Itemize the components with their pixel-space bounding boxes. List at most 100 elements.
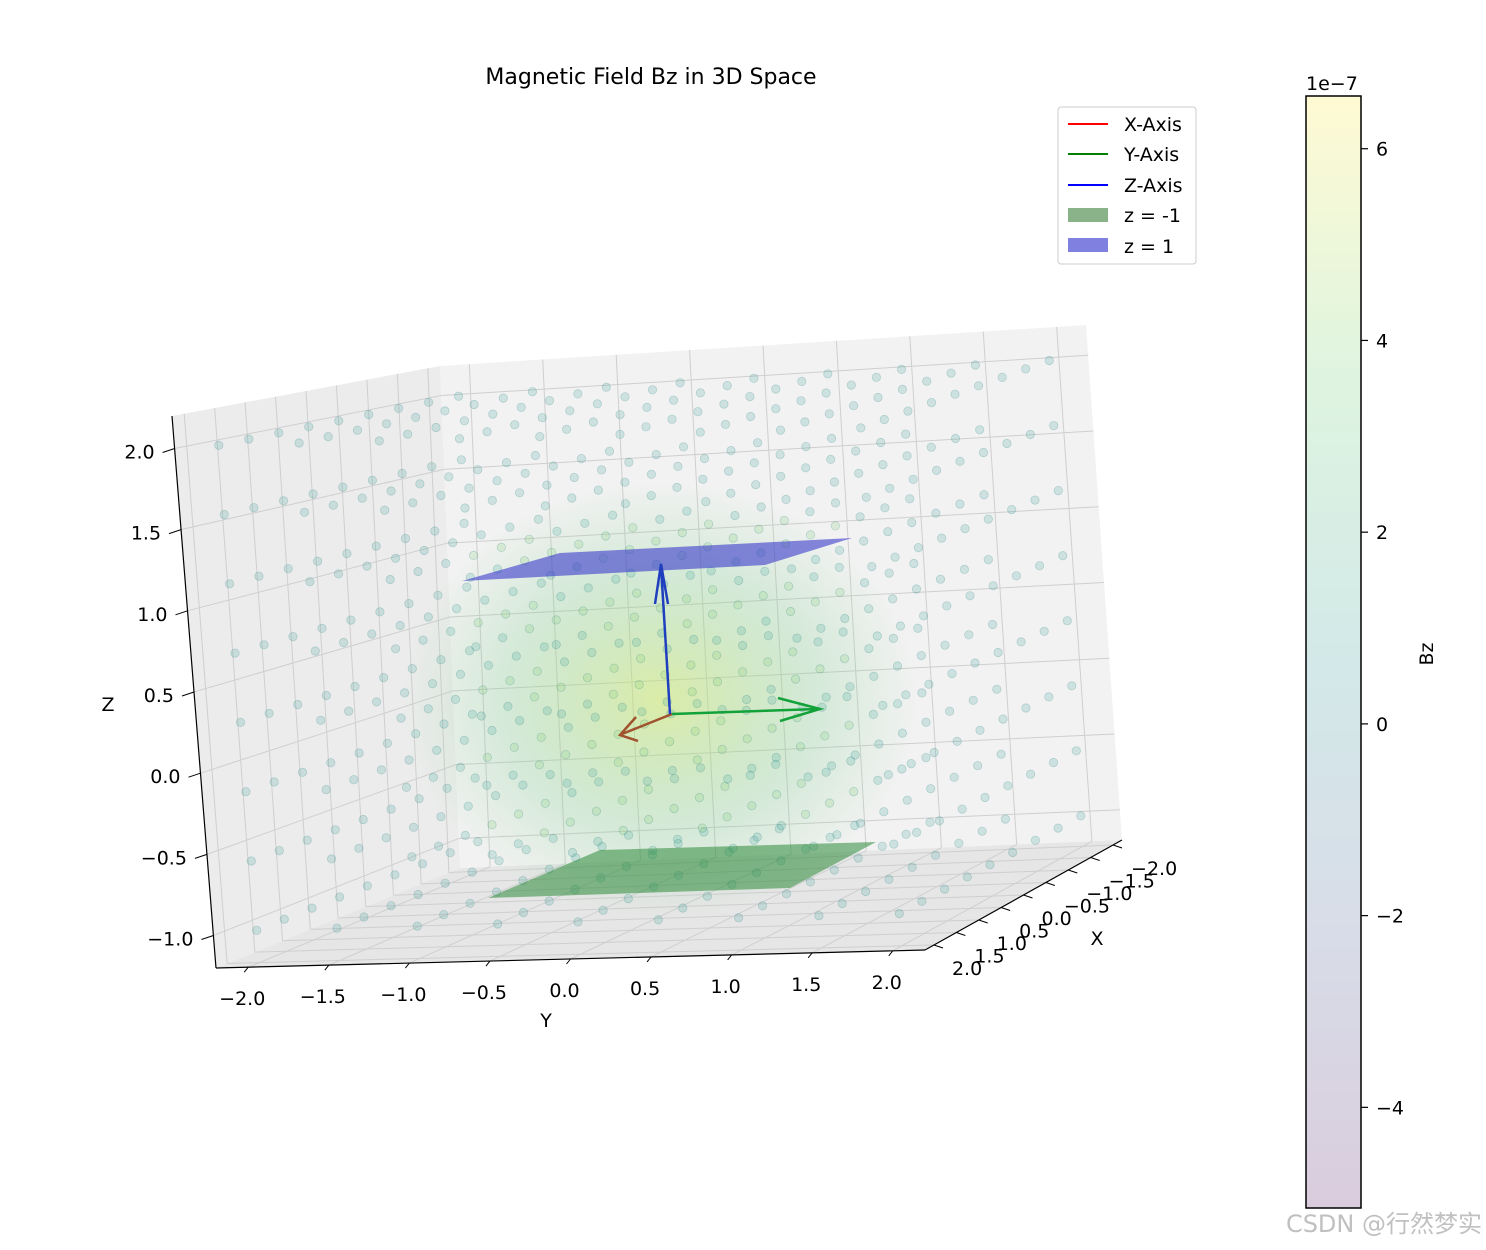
scatter-point	[620, 499, 631, 509]
scatter-point	[655, 514, 665, 525]
scatter-point	[913, 623, 923, 633]
scatter-point	[983, 554, 993, 565]
scatter-point	[871, 372, 882, 382]
scatter-point	[883, 527, 893, 537]
scatter-point	[1003, 781, 1013, 791]
scatter-point	[462, 582, 472, 592]
legend-label-z: Z-Axis	[1124, 175, 1183, 197]
scatter-point	[896, 364, 907, 374]
scatter-point	[513, 809, 524, 819]
scatter-point	[776, 471, 786, 481]
scatter-point	[730, 510, 740, 521]
scatter-point	[848, 401, 859, 411]
scatter-point	[431, 422, 441, 433]
scatter-point	[456, 455, 466, 465]
scatter-point	[911, 827, 922, 838]
scatter-point	[1044, 692, 1054, 702]
scatter-point	[716, 716, 726, 726]
scatter-point	[667, 414, 677, 424]
scatter-point	[371, 697, 382, 707]
scatter-point	[371, 541, 381, 551]
scatter-point	[959, 564, 970, 575]
y-tick-label: −1.0	[380, 984, 426, 1006]
scatter-point	[305, 577, 315, 587]
scatter-point	[396, 713, 406, 723]
scatter-point	[307, 903, 317, 913]
scatter-point	[916, 650, 926, 661]
scatter-point	[241, 787, 251, 797]
scatter-point	[620, 766, 631, 776]
scatter-point	[446, 626, 456, 637]
scatter-point	[1011, 571, 1022, 581]
scatter-point	[390, 644, 401, 654]
scatter-point	[468, 550, 479, 561]
z-tick-label: 2.0	[124, 441, 154, 463]
scatter-point	[470, 773, 480, 783]
scatter-point	[720, 419, 731, 429]
scatter-point	[763, 631, 774, 641]
scatter-point	[415, 479, 425, 489]
scatter-point	[810, 597, 820, 607]
z-tick-label: 0.0	[150, 766, 180, 788]
scatter-point	[451, 603, 462, 614]
x-tick-label: 2.0	[952, 958, 982, 980]
scatter-point	[689, 634, 699, 645]
scatter-point	[408, 498, 418, 508]
scatter-point	[977, 826, 987, 836]
scatter-point	[834, 562, 844, 573]
scatter-point	[346, 615, 356, 625]
scatter-point	[598, 905, 608, 915]
scatter-point	[815, 664, 825, 674]
scatter-point	[639, 747, 649, 757]
scatter-point	[605, 597, 615, 607]
scatter-point	[423, 612, 433, 622]
scatter-point	[439, 719, 449, 729]
scatter-point	[771, 759, 781, 770]
scatter-point	[349, 775, 359, 785]
grid-line-z-left	[180, 468, 445, 531]
scatter-point	[381, 419, 392, 429]
scatter-point	[530, 450, 541, 461]
scatter-point	[781, 494, 791, 504]
scatter-point	[978, 447, 989, 458]
scatter-point	[879, 414, 889, 425]
scatter-point	[975, 725, 985, 735]
scatter-point	[728, 533, 738, 543]
scatter-point	[408, 822, 419, 832]
scatter-point	[269, 777, 279, 787]
scatter-point	[763, 657, 773, 667]
scatter-point	[565, 406, 575, 416]
scatter-point	[944, 706, 955, 716]
scatter-point	[404, 598, 414, 609]
colorbar-ticks: −4 −2 0 2 4 6	[1361, 139, 1404, 1119]
arrow-x-head	[617, 716, 639, 743]
colorbar-tick-label: 4	[1376, 330, 1388, 352]
scatter-point	[849, 786, 859, 797]
scatter-point	[560, 750, 571, 760]
scatter-point	[931, 508, 941, 518]
x-tick-label: −1.0	[1086, 883, 1132, 905]
scatter-point	[692, 698, 702, 709]
scatter-point	[623, 893, 633, 904]
scatter-point	[623, 830, 634, 840]
scatter-point	[518, 780, 528, 790]
scatter-point	[690, 726, 700, 736]
z-tick-mark	[188, 772, 201, 778]
scatter-point	[611, 574, 621, 584]
scatter-point	[803, 772, 813, 782]
scatter-point	[601, 531, 611, 541]
scatter-point	[567, 847, 578, 858]
scatter-point	[274, 845, 284, 856]
scatter-point	[608, 689, 618, 699]
scatter-point	[293, 699, 303, 710]
scatter-point	[423, 397, 434, 407]
scatter-point	[957, 804, 967, 814]
scatter-point	[483, 660, 493, 670]
scatter-point	[929, 747, 939, 758]
scatter-point	[646, 469, 657, 479]
x-axis-label: X	[1090, 928, 1103, 950]
scatter-point	[455, 762, 465, 773]
scatter-point	[821, 388, 831, 398]
scatter-point	[358, 814, 368, 825]
scatter-point	[565, 817, 575, 827]
